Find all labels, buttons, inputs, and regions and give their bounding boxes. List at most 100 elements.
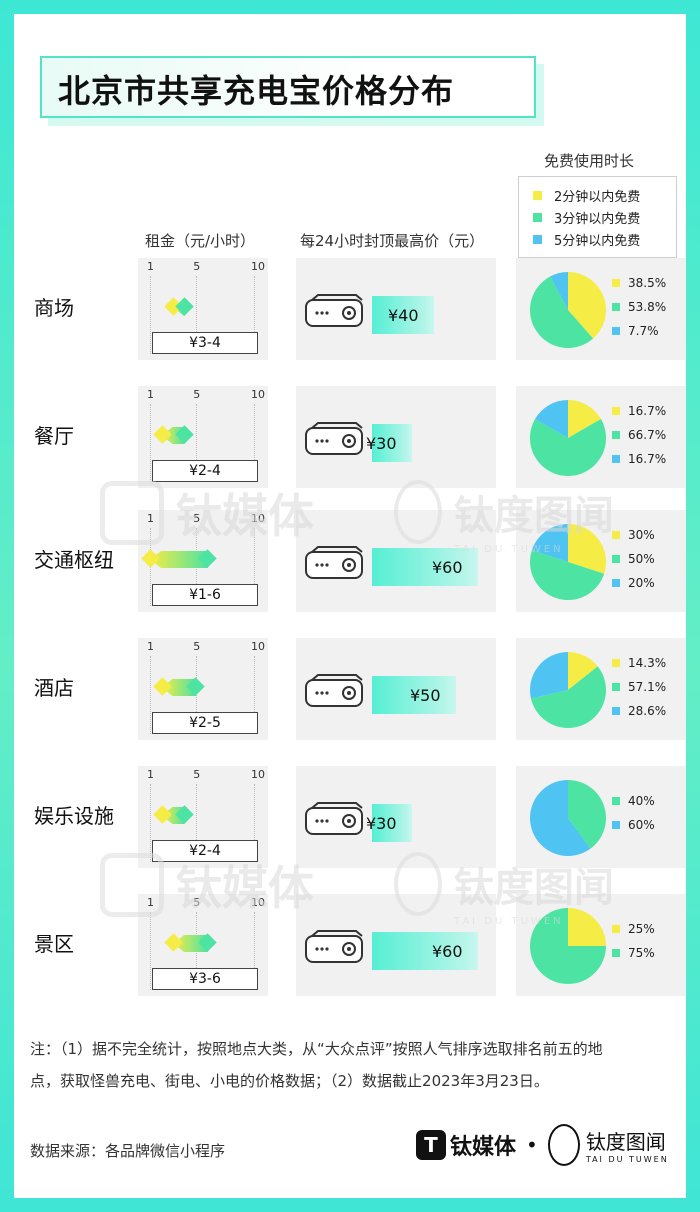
legend-swatch — [533, 212, 542, 222]
percent-swatch — [612, 455, 620, 463]
cap-price-bar — [372, 676, 456, 714]
data-source: 数据来源：各品牌微信小程序 — [30, 1142, 226, 1160]
brand-separator: • — [526, 1133, 538, 1157]
free-duration-pie — [530, 400, 606, 476]
scale-tick-label: 1 — [147, 260, 154, 273]
power-bank-icon — [304, 930, 364, 964]
scale-tick-label: 1 — [147, 640, 154, 653]
brand-name: 钛媒体 — [450, 1135, 517, 1160]
pie-slice — [568, 780, 606, 849]
watermark-logo-icon — [100, 853, 164, 917]
watermark: 钛媒体 — [100, 852, 314, 918]
watermark: 钛度图闻 TAI DU TUWEN — [394, 852, 614, 927]
rent-range-label: ¥1-6 — [152, 584, 258, 606]
brand-name: 钛度图闻 — [585, 1130, 666, 1154]
cap-header: 每24小时封顶最高价（元） — [300, 232, 485, 250]
watermark-text: 钛度图闻 — [453, 865, 614, 911]
rent-range-label: ¥2-4 — [152, 460, 258, 482]
pie-percent-label: 53.8% — [612, 300, 666, 314]
title-box — [40, 56, 536, 118]
legend-label: 2分钟以内免费 — [554, 189, 641, 205]
scale-gridline — [150, 276, 151, 354]
percent-swatch — [612, 821, 620, 829]
scale-gridline — [254, 656, 255, 734]
percent-text: 16.7% — [628, 452, 667, 466]
category-label: 交通枢纽 — [34, 548, 114, 572]
rent-range-label: ¥3-4 — [152, 332, 258, 354]
percent-swatch — [612, 327, 620, 335]
scale-tick-label: 10 — [251, 896, 265, 909]
scale-tick-label: 1 — [147, 768, 154, 781]
scale-gridline — [254, 276, 255, 354]
pie-slice — [530, 550, 605, 600]
scale-gridline — [196, 276, 198, 354]
cap-price-label: ¥40 — [388, 306, 419, 325]
cap-price-bar — [372, 424, 412, 462]
pie-slice — [535, 400, 568, 438]
brand-logo-icon: T — [416, 1130, 446, 1160]
watermark-subtext: TAI DU TUWEN — [454, 544, 564, 555]
legend-swatch — [533, 234, 542, 244]
legend-item: 5分钟以内免费 — [533, 229, 640, 249]
percent-swatch — [612, 531, 620, 539]
percent-text: 25% — [628, 922, 655, 936]
percent-swatch — [612, 555, 620, 563]
free-duration-pie — [530, 652, 606, 728]
data-row: 酒店 1 5 10 ¥2-5 ¥50 14.3% 57.1% 28.6% — [14, 638, 686, 740]
pie-slice — [530, 652, 568, 699]
pie-percent-label: 30% — [612, 528, 655, 542]
scale-gridline — [150, 784, 151, 862]
scale-tick-label: 5 — [193, 260, 201, 273]
scale-gridline — [150, 656, 151, 734]
legend-label: 3分钟以内免费 — [554, 211, 641, 227]
rent-range-label: ¥3-6 — [152, 968, 258, 990]
power-bank-icon — [304, 546, 364, 580]
pie-percent-label: 20% — [612, 576, 655, 590]
scale-tick-label: 1 — [147, 896, 154, 909]
pie-slice — [530, 666, 606, 728]
rent-range-label: ¥2-4 — [152, 840, 258, 862]
brand-subtext: TAI DU TUWEN — [585, 1155, 669, 1164]
percent-text: 53.8% — [628, 300, 667, 314]
percent-text: 30% — [628, 528, 655, 542]
watermark-text: 钛媒体 — [175, 861, 314, 915]
free-duration-header: 免费使用时长 — [544, 152, 635, 170]
percent-text: 38.5% — [628, 276, 667, 290]
watermark-subtext: TAI DU TUWEN — [454, 916, 564, 927]
percent-text: 7.7% — [628, 324, 659, 338]
pie-percent-label: 40% — [612, 794, 655, 808]
power-bank-icon — [304, 294, 364, 328]
percent-text: 16.7% — [628, 404, 667, 418]
cap-price-label: ¥30 — [366, 814, 397, 833]
eye-icon — [547, 1124, 580, 1166]
percent-text: 40% — [628, 794, 655, 808]
watermark-eye-icon — [394, 852, 442, 916]
pie-percent-label: 25% — [612, 922, 655, 936]
scale-gridline — [196, 784, 198, 862]
scale-tick-label: 10 — [251, 512, 265, 525]
power-bank-icon — [304, 802, 364, 836]
cap-price-bar — [372, 548, 478, 586]
scale-tick-label: 1 — [147, 388, 154, 401]
category-label: 餐厅 — [34, 424, 74, 448]
scale-gridline — [150, 404, 151, 482]
infographic-card: 北京市共享充电宝价格分布 免费使用时长 2分钟以内免费 3分钟以内免费 5分钟以… — [14, 14, 686, 1198]
percent-swatch — [612, 797, 620, 805]
percent-text: 75% — [628, 946, 655, 960]
watermark-eye-icon — [394, 480, 442, 544]
brand-logo: T 钛媒体 • 钛度图闻 TAI DU TUWEN — [416, 1124, 669, 1166]
footnote-line: 点，获取怪兽充电、街电、小电的价格数据；（2）数据截止2023年3月23日。 — [30, 1072, 549, 1090]
watermark-text: 钛度图闻 — [453, 493, 614, 539]
pie-slice — [530, 276, 594, 348]
cap-price-bar — [372, 804, 412, 842]
pie-slice — [531, 524, 568, 562]
cap-price-bar — [372, 932, 478, 970]
rent-range-label: ¥2-5 — [152, 712, 258, 734]
legend-item: 3分钟以内免费 — [533, 207, 640, 227]
percent-swatch — [612, 431, 620, 439]
watermark: 钛度图闻 TAI DU TUWEN — [394, 480, 614, 555]
pie-percent-label: 38.5% — [612, 276, 666, 290]
cap-price-label: ¥30 — [366, 434, 397, 453]
pie-percent-label: 66.7% — [612, 428, 666, 442]
category-label: 娱乐设施 — [34, 804, 114, 828]
